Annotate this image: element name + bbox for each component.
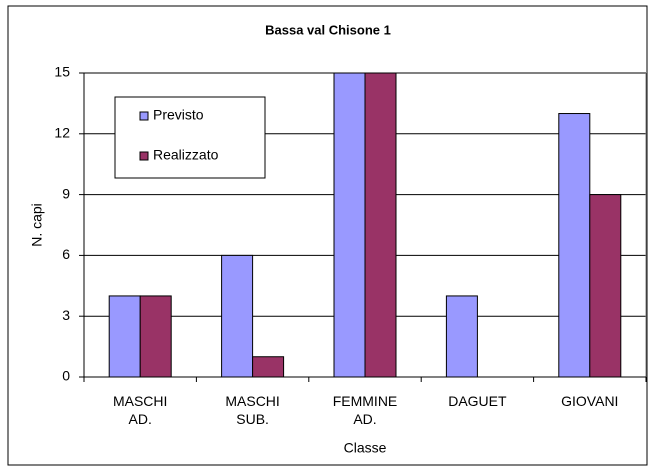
- y-axis-label: N. capi: [29, 203, 45, 247]
- legend-swatch: [139, 111, 149, 121]
- x-tick-label: MASCHI SUB.: [225, 393, 279, 427]
- bar: [221, 254, 254, 378]
- x-tick-label: MASCHI AD.: [113, 393, 167, 427]
- chart-title: Bassa val Chisone 1: [265, 22, 391, 37]
- y-tick-label: 3: [62, 307, 70, 323]
- legend-label: Realizzato: [153, 147, 219, 163]
- y-tick-label: 12: [54, 125, 70, 141]
- x-tick-label: GIOVANI: [561, 393, 618, 409]
- x-tick-label: DAGUET: [448, 393, 507, 409]
- bar: [333, 72, 366, 378]
- bar: [252, 356, 285, 378]
- bar: [558, 113, 591, 378]
- x-axis-label: Classe: [344, 440, 387, 456]
- legend-box: [114, 96, 266, 179]
- y-tick-label: 9: [62, 185, 70, 201]
- x-tick-label: FEMMINE AD.: [333, 393, 398, 427]
- chart-border: [7, 5, 648, 466]
- legend-swatch: [139, 151, 149, 161]
- bar: [445, 295, 478, 378]
- y-tick-label: 15: [54, 64, 70, 80]
- y-tick-label: 0: [62, 368, 70, 384]
- y-tick-label: 6: [62, 246, 70, 262]
- bar: [139, 295, 172, 378]
- bar: [589, 194, 622, 378]
- legend-label: Previsto: [153, 107, 204, 123]
- bar: [108, 295, 141, 378]
- bar: [364, 72, 397, 378]
